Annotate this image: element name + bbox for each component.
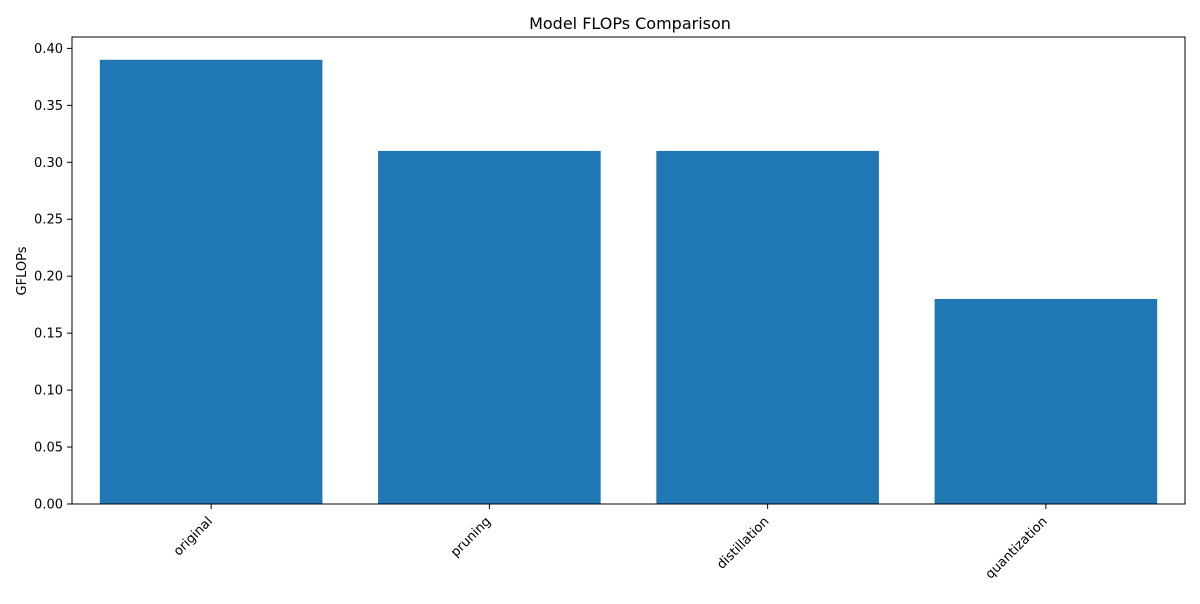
bar-pruning [378,150,601,504]
x-axis-ticks: original pruning distillation quantization [171,504,1051,582]
plot-area-frame [71,36,1186,505]
bars-group [99,59,1158,504]
y-tick-label: 0.00 [34,498,63,513]
chart-title: Model FLOPs Comparison [529,14,731,33]
y-tick-label: 0.35 [34,99,63,114]
x-tick-label-pruning: pruning [448,514,494,560]
bar-quantization [934,298,1158,504]
y-tick-label: 0.25 [34,213,63,228]
bar-distillation [656,150,879,504]
y-tick-label: 0.40 [34,42,63,57]
x-tick-label-original: original [171,514,216,559]
bar-original [99,59,323,504]
y-axis-label: GFLOPs [15,246,30,295]
x-tick-label-quantization: quantization [983,514,1051,582]
y-tick-label: 0.20 [34,270,63,285]
y-tick-label: 0.15 [34,327,63,342]
y-tick-label: 0.30 [34,156,63,171]
x-tick-label-distillation: distillation [714,514,772,572]
y-tick-label: 0.05 [34,441,63,456]
y-axis-ticks: 0.00 0.05 0.10 0.15 0.20 0.25 0.30 0.35 0.40 [34,42,72,513]
y-tick-label: 0.10 [34,384,63,399]
